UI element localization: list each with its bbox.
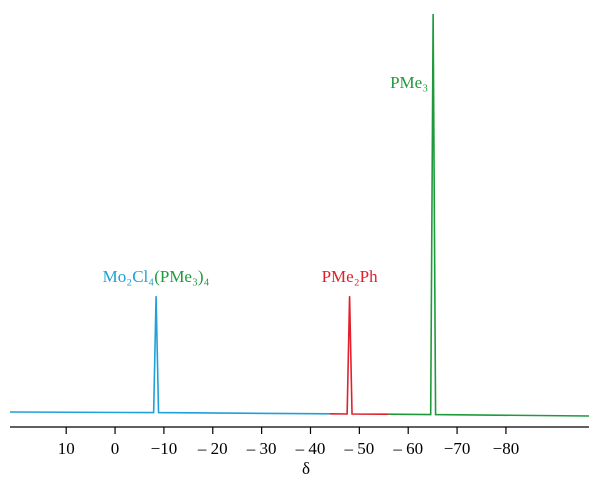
- peak-label-part: Mo₂Cl₄: [103, 267, 155, 286]
- x-tick-label: – 50: [343, 439, 374, 458]
- x-tick-label: −80: [493, 439, 520, 458]
- peak-label-part: (PMe₃)₄: [154, 267, 209, 286]
- peak-label: PMe₃: [390, 73, 428, 92]
- spectrum-line: [330, 296, 389, 415]
- x-tick-label: 10: [58, 439, 75, 458]
- x-tick-label: – 30: [246, 439, 277, 458]
- spectrum-line: [388, 13, 589, 417]
- peak-label: Mo₂Cl₄(PMe₃)₄: [103, 267, 210, 286]
- x-tick-label: −70: [444, 439, 471, 458]
- x-tick-label: – 60: [392, 439, 423, 458]
- x-axis-label: δ: [302, 459, 310, 478]
- x-tick-label: 0: [111, 439, 120, 458]
- peak-label-part: PMe₂Ph: [322, 267, 378, 286]
- peak-label: PMe₂Ph: [322, 267, 378, 286]
- x-tick-label: −10: [151, 439, 178, 458]
- peak-label-part: PMe₃: [390, 73, 428, 92]
- x-tick-label: – 40: [295, 439, 326, 458]
- x-tick-label: – 20: [197, 439, 228, 458]
- spectrum-line: [9, 296, 331, 415]
